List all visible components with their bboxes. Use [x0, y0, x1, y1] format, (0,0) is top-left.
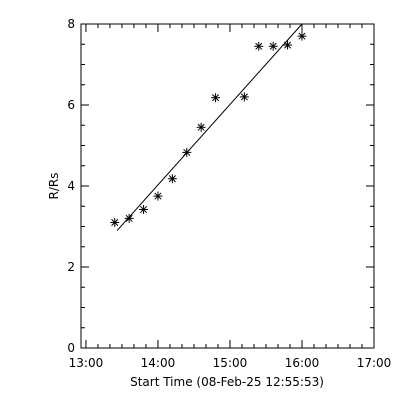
- data-point: [283, 40, 293, 50]
- x-axis: 13:00 14:00 15:00 16:00 17:00: [69, 24, 392, 370]
- data-point: [182, 147, 192, 157]
- x-axis-label: Start Time (08-Feb-25 12:55:53): [130, 375, 324, 389]
- data-point: [153, 191, 163, 201]
- y-axis: 0 2 4 6 8: [67, 17, 374, 355]
- x-tick-label: 16:00: [285, 356, 320, 370]
- fit-line-group: [116, 23, 303, 231]
- data-point: [239, 92, 249, 102]
- data-point: [196, 122, 206, 132]
- plot-frame: [80, 23, 375, 349]
- x-tick-label: 13:00: [69, 356, 104, 370]
- data-point: [211, 93, 221, 103]
- data-point: [268, 41, 278, 51]
- y-tick-label: 4: [67, 179, 75, 193]
- data-point: [254, 41, 264, 51]
- x-tick-label: 15:00: [213, 356, 248, 370]
- y-tick-label: 2: [67, 260, 75, 274]
- data-points: [110, 31, 307, 227]
- data-point: [167, 174, 177, 184]
- fit-line: [116, 23, 303, 231]
- data-point: [297, 31, 307, 41]
- y-axis-label: R/Rs: [47, 173, 61, 200]
- y-tick-label: 8: [67, 17, 75, 31]
- y-tick-label: 6: [67, 98, 75, 112]
- data-point: [139, 204, 149, 214]
- y-tick-label: 0: [67, 341, 75, 355]
- data-point: [124, 213, 134, 223]
- data-point: [110, 217, 120, 227]
- x-tick-label: 14:00: [141, 356, 176, 370]
- x-tick-label: 17:00: [357, 356, 392, 370]
